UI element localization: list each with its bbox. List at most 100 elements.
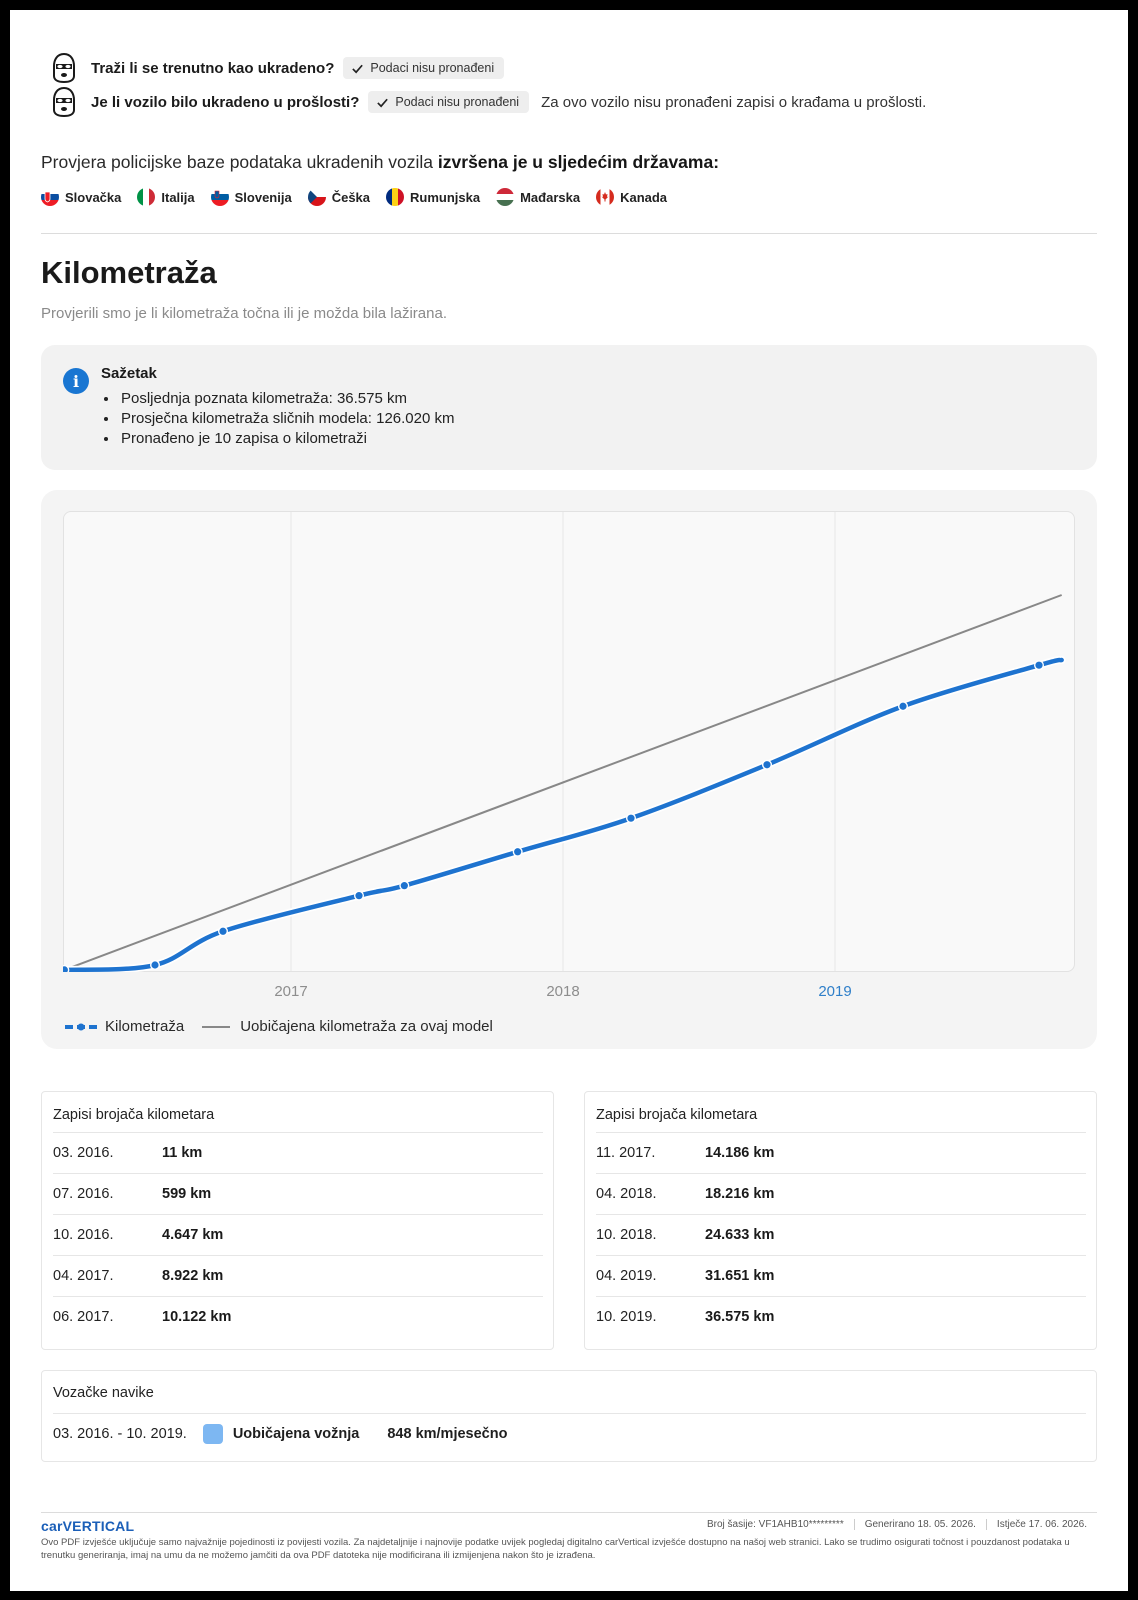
country-name: Kanada [620,189,668,205]
row-date: 03. 2016. [53,1145,114,1161]
row-value: 18.216 km [705,1186,775,1202]
footer-meta: Broj šasije: VF1AHB10********* Generiran… [697,1519,1097,1530]
table-title: Zapisi brojača kilometara [596,1107,758,1123]
summary-item: Pronađeno je 10 zapisa o kilometraži [119,429,455,449]
summary-item: Posljednja poznata kilometraža: 36.575 k… [119,389,455,409]
report-page: Traži li se trenutno kao ukradeno? Podac… [10,10,1128,1591]
row-date: 10. 2019. [596,1309,657,1325]
table-row: 07. 2016. 599 km [53,1173,543,1214]
theft-current-question: Traži li se trenutno kao ukradeno? [91,59,335,77]
country-name: Mađarska [520,189,581,205]
legend-item-mileage: Kilometraža [63,1018,184,1035]
countries-heading-prefix: Provjera policijske baze podataka ukrade… [41,152,434,172]
row-value: 14.186 km [705,1145,775,1161]
mileage-chart [63,512,1066,972]
theft-current-status-text: Podaci nisu pronađeni [370,61,495,75]
habits-row: 03. 2016. - 10. 2019. Uobičajena vožnja … [53,1413,1086,1454]
row-date: 06. 2017. [53,1309,114,1325]
row-value: 31.651 km [705,1268,775,1284]
footer-generated: Generirano 18. 05. 2026. [853,1519,986,1530]
habit-type: Uobičajena vožnja [232,1426,360,1442]
slovakia-flag-icon [41,188,59,206]
data-point [627,814,635,822]
summary-list: Posljednja poznata kilometraža: 36.575 k… [119,389,455,449]
footer-expires: Istječe 17. 06. 2026. [985,1519,1097,1530]
row-date: 04. 2018. [596,1186,657,1202]
x-tick-label: 2017 [274,983,308,1000]
table-row: 04. 2018. 18.216 km [596,1173,1086,1214]
mileage-title: Kilometraža [41,255,217,290]
odometer-table-left: Zapisi brojača kilometara 03. 2016. 11 km… [41,1091,554,1350]
country-name: Češka [331,189,371,205]
theft-past-question: Je li vozilo bilo ukradeno u prošlosti? [91,93,360,111]
slovenia-flag-icon [210,188,229,206]
footer-disclaimer: Ovo PDF izvješće uključuje samo najvažni… [41,1537,1070,1561]
x-tick-label: 2018 [546,983,580,1000]
mileage-line-halo [63,656,1066,972]
country-list: Slovačka Italija Slovenija Češka Rumunjs… [41,188,683,206]
theft-past-row: Je li vozilo bilo ukradeno u prošlosti? … [48,86,926,118]
footer-vin: Broj šasije: VF1AHB10********* [706,1519,844,1530]
section-divider [41,233,1097,234]
country-item: Kanada [596,188,667,206]
mileage-chart-card: 2017 2018 2019 Kilometraža Uobičajena ki… [41,490,1097,1049]
country-item: Slovačka [41,188,121,206]
legend-item-typical: Uobičajena kilometraža za ovaj model [200,1018,493,1035]
country-item: Češka [307,188,371,206]
mileage-subtitle: Provjerili smo je li kilometraža točna i… [41,305,447,322]
table-row: 10. 2018. 24.633 km [596,1214,1086,1255]
row-date: 04. 2019. [596,1268,657,1284]
chart-legend: Kilometraža Uobičajena kilometraža za ov… [63,1018,509,1035]
theft-current-status-badge: Podaci nisu pronađeni [343,57,505,79]
theft-current-row: Traži li se trenutno kao ukradeno? Podac… [48,52,505,84]
check-icon [352,64,364,73]
data-point [219,927,227,935]
canada-flag-icon [596,188,615,206]
thief-mask-icon [53,86,75,118]
typical-mileage-line [63,594,1063,971]
country-name: Slovačka [65,189,122,205]
row-value: 10.122 km [162,1309,232,1325]
legend-line-typical-icon [202,1025,231,1028]
romania-flag-icon [386,188,405,206]
theft-past-status-text: Podaci nisu pronađeni [395,95,520,109]
data-point [63,966,68,972]
summary-title: Sažetak [101,365,157,382]
x-tick-label: 2019 [818,983,852,1000]
row-date: 10. 2016. [53,1227,114,1243]
table-row: 04. 2017. 8.922 km [53,1255,543,1296]
country-item: Italija [137,188,195,206]
hungary-flag-icon [496,188,515,206]
data-point [899,702,907,710]
driving-habits-card: Vozačke navike 03. 2016. - 10. 2019. Uob… [41,1370,1097,1462]
row-value: 4.647 km [162,1227,224,1243]
countries-heading: Provjera policijske baze podataka ukrade… [41,152,719,173]
habit-color-swatch [202,1424,223,1444]
theft-past-note: Za ovo vozilo nisu pronađeni zapisi o kr… [541,93,927,111]
country-item: Rumunjska [386,188,480,206]
country-name: Rumunjska [410,189,481,205]
row-value: 8.922 km [162,1268,224,1284]
row-value: 599 km [162,1186,212,1202]
italy-flag-icon [137,188,156,206]
legend-label: Kilometraža [105,1018,185,1035]
habits-title: Vozačke navike [53,1385,154,1401]
country-item: Slovenija [210,188,292,206]
row-value: 11 km [162,1145,203,1161]
summary-item: Prosječna kilometraža sličnih modela: 12… [119,409,455,429]
table-row: 10. 2019. 36.575 km [596,1296,1086,1337]
odometer-table-right: Zapisi brojača kilometara 11. 2017. 14.18… [584,1091,1097,1350]
row-value: 36.575 km [705,1309,775,1325]
theft-past-status-badge: Podaci nisu pronađeni [368,91,530,113]
country-item: Mađarska [496,188,580,206]
countries-heading-bold: izvršena je u sljedećim državama: [437,152,720,172]
data-point [355,892,363,900]
data-point [151,961,159,969]
habit-rate: 848 km/mjesečno [387,1426,508,1442]
table-row: 04. 2019. 31.651 km [596,1255,1086,1296]
legend-label: Uobičajena kilometraža za ovaj model [240,1018,493,1035]
czech-flag-icon [307,188,326,206]
table-title: Zapisi brojača kilometara [53,1107,215,1123]
row-date: 11. 2017. [596,1145,656,1161]
check-icon [377,98,389,107]
